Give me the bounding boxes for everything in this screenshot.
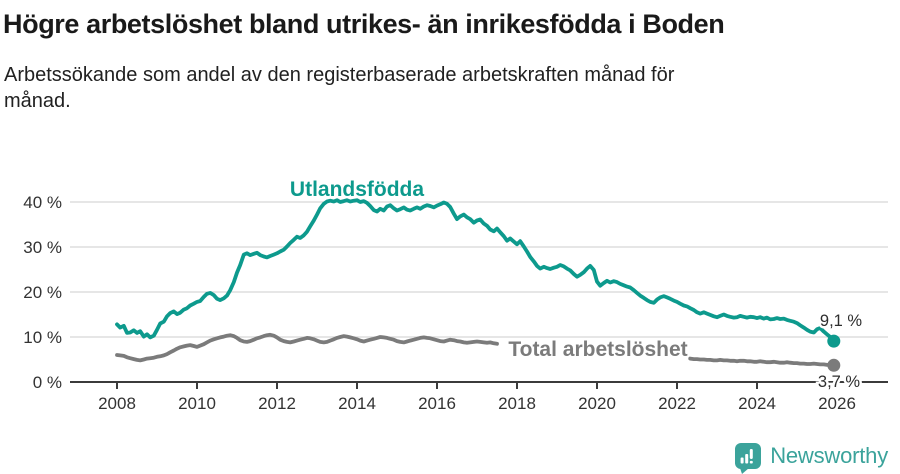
y-tick-label: 10 %: [23, 328, 62, 347]
x-tick-label: 2024: [738, 394, 776, 413]
x-tick-label: 2008: [98, 394, 136, 413]
y-tick-label: 40 %: [23, 193, 62, 212]
x-tick-label: 2026: [818, 394, 856, 413]
line-chart: 2008 2010 2012 2014 2016 2018 2020 2022 2024 2026…: [23, 177, 888, 413]
x-tick-label: 2014: [338, 394, 376, 413]
x-tick-label: 2018: [498, 394, 536, 413]
end-dot: [827, 334, 841, 348]
end-value-label: 3,7 %: [818, 373, 861, 391]
end-dot: [827, 358, 841, 372]
brand-name: Newsworthy: [770, 443, 888, 468]
series-line-total: [688, 356, 836, 368]
series-label: Total arbetslöshet: [508, 338, 687, 361]
series-line-utlandsfodda: [115, 198, 836, 343]
x-tick-label: 2020: [578, 394, 616, 413]
x-tick-label: 2016: [418, 394, 456, 413]
y-tick-label: 20 %: [23, 283, 62, 302]
chart-title: Högre arbetslöshet bland utrikes- än inr…: [3, 9, 725, 39]
x-tick-label: 2022: [658, 394, 696, 413]
series-label: Utlandsfödda: [290, 178, 424, 201]
series-line-total: [115, 332, 499, 363]
chart-subtitle: Arbetssökande som andel av den registerb…: [4, 63, 675, 113]
y-tick-label: 0 %: [33, 373, 62, 392]
brand-footer: Newsworthy: [734, 442, 888, 474]
y-tick-label: 30 %: [23, 238, 62, 257]
x-tick-label: 2012: [258, 394, 296, 413]
end-value-label: 9,1 %: [820, 312, 863, 330]
newsworthy-logo-icon: [735, 443, 762, 474]
x-tick-label: 2010: [178, 394, 216, 413]
